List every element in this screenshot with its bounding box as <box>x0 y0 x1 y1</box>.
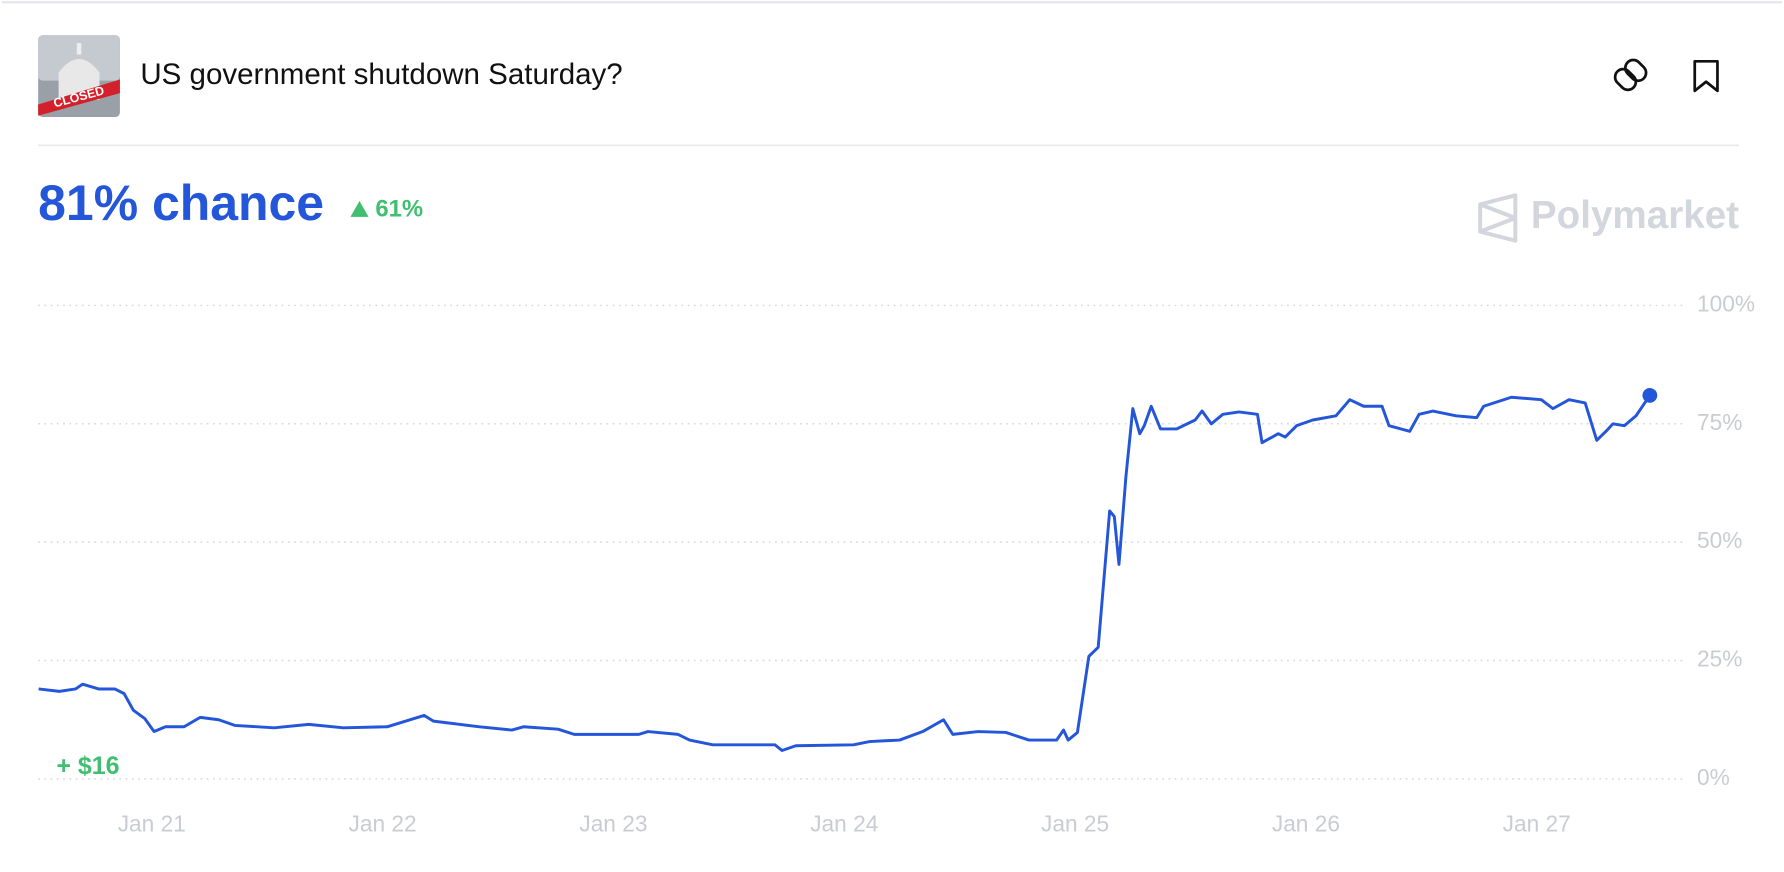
bookmark-button[interactable] <box>1693 59 1719 93</box>
market-thumbnail: CLOSED <box>38 35 120 117</box>
polymarket-logo <box>1478 193 1518 243</box>
y-tick-label: 50% <box>1697 527 1742 553</box>
y-tick-label: 0% <box>1697 764 1730 790</box>
x-tick-label: Jan 24 <box>810 810 878 836</box>
y-tick-label: 25% <box>1697 646 1742 672</box>
copy-link-button[interactable] <box>1612 57 1650 93</box>
y-tick-label: 100% <box>1697 290 1755 316</box>
x-tick-label: Jan 21 <box>118 810 186 836</box>
x-tick-label: Jan 26 <box>1272 810 1340 836</box>
y-tick-label: 75% <box>1697 409 1742 435</box>
x-tick-label: Jan 27 <box>1503 810 1571 836</box>
price-line <box>38 394 1652 752</box>
current-point <box>1642 388 1658 403</box>
market-title: US government shutdown Saturday? <box>140 58 622 91</box>
x-tick-label: Jan 23 <box>579 810 647 836</box>
watermark: Polymarket <box>1531 194 1739 237</box>
x-tick-label: Jan 25 <box>1041 810 1109 836</box>
x-tick-label: Jan 22 <box>349 810 417 836</box>
change-value: 61% <box>375 195 423 222</box>
chance-headline: 81% chance <box>38 175 324 231</box>
pnl-annotation: + $16 <box>56 752 119 780</box>
change-arrow <box>350 200 369 217</box>
